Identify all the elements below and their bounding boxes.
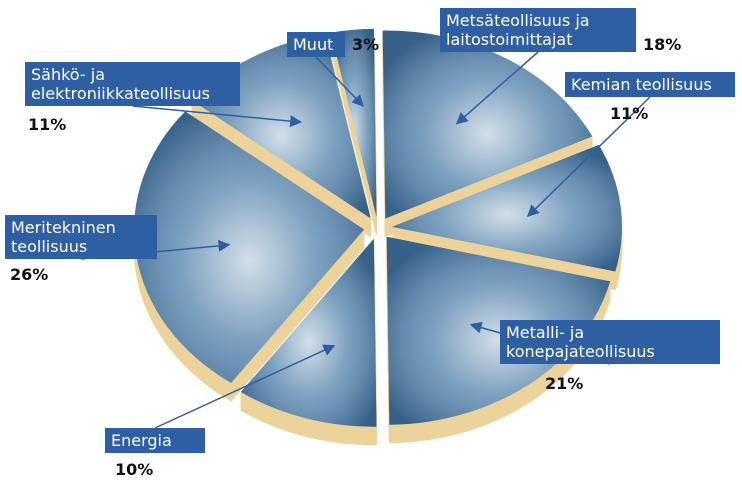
slice-shade	[391, 144, 622, 272]
value-label: 10%	[115, 460, 154, 479]
slice-shade	[386, 236, 611, 425]
category-label: Energia	[105, 428, 205, 453]
value-label: 26%	[10, 265, 49, 284]
value-label: 3%	[352, 35, 380, 54]
category-label: Muut	[287, 32, 345, 57]
leader-line	[154, 344, 336, 429]
slice-shade	[134, 111, 365, 383]
category-label: Metsäteollisuus ja laitostoimittajat	[440, 8, 636, 52]
leader-line	[527, 96, 651, 218]
category-label: Kemian teollisuus	[565, 72, 735, 97]
value-label: 21%	[545, 374, 584, 393]
category-label: Meritekninen teollisuus	[5, 215, 157, 259]
slice-shade	[240, 238, 377, 427]
leader-line	[132, 105, 303, 128]
slice-shade	[382, 30, 593, 219]
category-label: Metalli- ja konepajateollisuus	[500, 320, 720, 364]
value-label: 11%	[610, 104, 649, 123]
slice-shade	[330, 28, 377, 217]
value-label: 11%	[28, 115, 67, 134]
category-label: Sähkö- ja elektroniikkateollisuus	[25, 62, 240, 106]
value-label: 18%	[643, 35, 682, 54]
leader-line	[315, 56, 365, 107]
leader-line	[455, 51, 539, 125]
